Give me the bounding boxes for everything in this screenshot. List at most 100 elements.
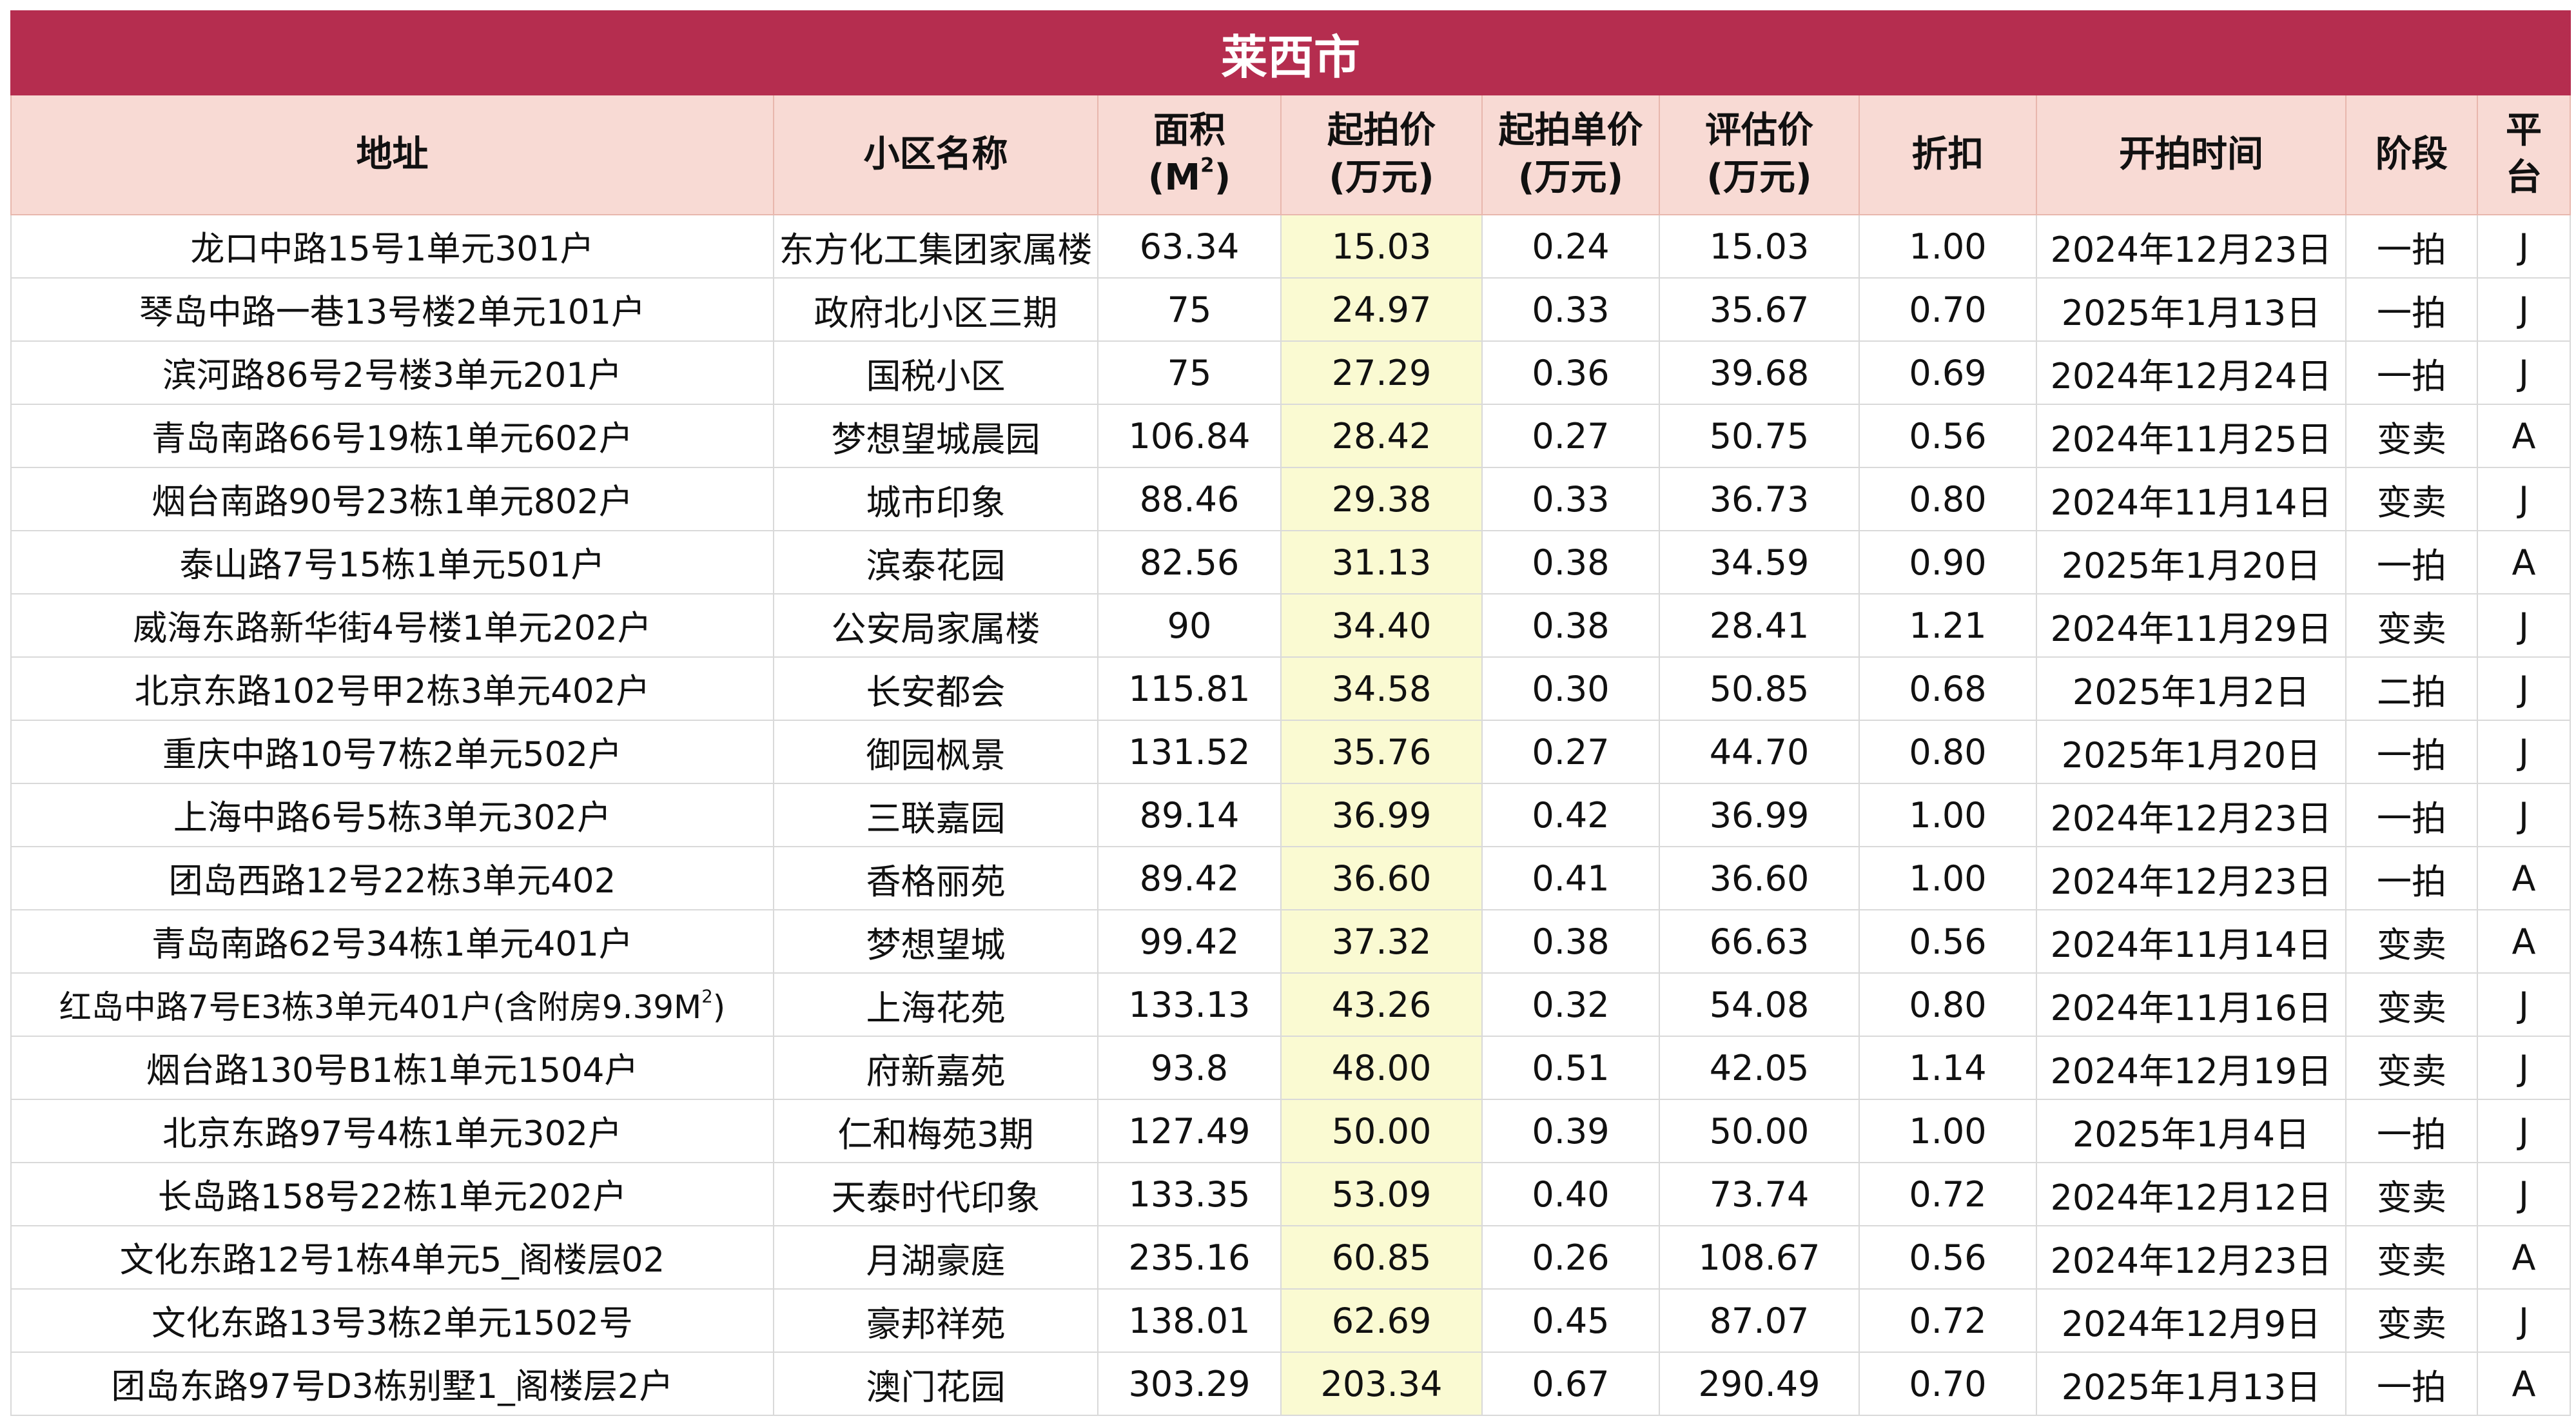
cell-community[interactable]: 政府北小区三期 [773, 277, 1098, 342]
cell-community[interactable]: 仁和梅苑3期 [773, 1099, 1098, 1163]
cell-unit-price[interactable]: 0.27 [1481, 720, 1660, 784]
cell-stage[interactable]: 变卖 [2345, 972, 2478, 1037]
cell-eval-price[interactable]: 73.74 [1659, 1162, 1860, 1226]
cell-stage[interactable]: 变卖 [2345, 1036, 2478, 1100]
cell-start-price[interactable]: 34.58 [1280, 656, 1483, 721]
header-platform[interactable]: 平台 [2476, 94, 2571, 215]
cell-start-time[interactable]: 2024年11月25日 [2036, 404, 2347, 468]
cell-area[interactable]: 88.46 [1097, 467, 1282, 531]
cell-start-time[interactable]: 2024年12月23日 [2036, 214, 2347, 279]
cell-platform[interactable]: A [2476, 404, 2571, 468]
cell-start-time[interactable]: 2024年12月23日 [2036, 783, 2347, 847]
cell-address[interactable]: 烟台南路90号23栋1单元802户 [10, 467, 774, 531]
cell-area[interactable]: 133.35 [1097, 1162, 1282, 1226]
cell-area[interactable]: 63.34 [1097, 214, 1282, 279]
cell-platform[interactable]: J [2476, 972, 2571, 1037]
cell-eval-price[interactable]: 36.99 [1659, 783, 1860, 847]
cell-community[interactable]: 长安都会 [773, 656, 1098, 721]
cell-discount[interactable]: 0.69 [1859, 340, 2037, 405]
cell-eval-price[interactable]: 36.60 [1659, 846, 1860, 910]
cell-eval-price[interactable]: 50.75 [1659, 404, 1860, 468]
cell-area[interactable]: 89.42 [1097, 846, 1282, 910]
header-community[interactable]: 小区名称 [773, 94, 1098, 215]
cell-platform[interactable]: J [2476, 277, 2571, 342]
cell-area[interactable]: 82.56 [1097, 530, 1282, 595]
cell-address[interactable]: 红岛中路7号E3栋3单元401户(含附房9.39M2) [10, 972, 774, 1037]
cell-discount[interactable]: 0.90 [1859, 530, 2037, 595]
cell-eval-price[interactable]: 39.68 [1659, 340, 1860, 405]
cell-start-time[interactable]: 2024年11月16日 [2036, 972, 2347, 1037]
cell-start-price[interactable]: 37.32 [1280, 909, 1483, 974]
cell-community[interactable]: 滨泰花园 [773, 530, 1098, 595]
cell-platform[interactable]: A [2476, 846, 2571, 910]
cell-stage[interactable]: 变卖 [2345, 909, 2478, 974]
cell-discount[interactable]: 0.80 [1859, 720, 2037, 784]
cell-start-time[interactable]: 2024年12月12日 [2036, 1162, 2347, 1226]
cell-start-time[interactable]: 2025年1月4日 [2036, 1099, 2347, 1163]
cell-start-time[interactable]: 2025年1月13日 [2036, 1351, 2347, 1416]
cell-area[interactable]: 131.52 [1097, 720, 1282, 784]
cell-unit-price[interactable]: 0.38 [1481, 530, 1660, 595]
cell-community[interactable]: 东方化工集团家属楼 [773, 214, 1098, 279]
cell-address[interactable]: 泰山路7号15栋1单元501户 [10, 530, 774, 595]
header-start-time[interactable]: 开拍时间 [2036, 94, 2347, 215]
cell-unit-price[interactable]: 0.39 [1481, 1099, 1660, 1163]
cell-address[interactable]: 团岛西路12号22栋3单元402 [10, 846, 774, 910]
cell-start-price[interactable]: 15.03 [1280, 214, 1483, 279]
cell-eval-price[interactable]: 28.41 [1659, 593, 1860, 658]
cell-stage[interactable]: 变卖 [2345, 404, 2478, 468]
cell-address[interactable]: 龙口中路15号1单元301户 [10, 214, 774, 279]
cell-start-time[interactable]: 2024年12月24日 [2036, 340, 2347, 405]
cell-start-time[interactable]: 2024年11月14日 [2036, 467, 2347, 531]
cell-platform[interactable]: J [2476, 593, 2571, 658]
cell-community[interactable]: 澳门花园 [773, 1351, 1098, 1416]
cell-area[interactable]: 90 [1097, 593, 1282, 658]
cell-start-price[interactable]: 48.00 [1280, 1036, 1483, 1100]
cell-unit-price[interactable]: 0.67 [1481, 1351, 1660, 1416]
cell-unit-price[interactable]: 0.33 [1481, 277, 1660, 342]
cell-stage[interactable]: 一拍 [2345, 530, 2478, 595]
cell-address[interactable]: 文化东路12号1栋4单元5_阁楼层02 [10, 1225, 774, 1290]
cell-address[interactable]: 长岛路158号22栋1单元202户 [10, 1162, 774, 1226]
cell-platform[interactable]: J [2476, 1099, 2571, 1163]
cell-community[interactable]: 天泰时代印象 [773, 1162, 1098, 1226]
cell-community[interactable]: 御园枫景 [773, 720, 1098, 784]
cell-stage[interactable]: 二拍 [2345, 656, 2478, 721]
cell-eval-price[interactable]: 42.05 [1659, 1036, 1860, 1100]
cell-address[interactable]: 团岛东路97号D3栋别墅1_阁楼层2户 [10, 1351, 774, 1416]
cell-discount[interactable]: 0.56 [1859, 909, 2037, 974]
cell-community[interactable]: 豪邦祥苑 [773, 1288, 1098, 1353]
cell-unit-price[interactable]: 0.32 [1481, 972, 1660, 1037]
cell-start-price[interactable]: 34.40 [1280, 593, 1483, 658]
cell-platform[interactable]: J [2476, 783, 2571, 847]
cell-eval-price[interactable]: 54.08 [1659, 972, 1860, 1037]
cell-start-price[interactable]: 35.76 [1280, 720, 1483, 784]
cell-start-price[interactable]: 27.29 [1280, 340, 1483, 405]
cell-community[interactable]: 香格丽苑 [773, 846, 1098, 910]
cell-discount[interactable]: 0.80 [1859, 467, 2037, 531]
cell-address[interactable]: 烟台路130号B1栋1单元1504户 [10, 1036, 774, 1100]
cell-start-time[interactable]: 2024年12月9日 [2036, 1288, 2347, 1353]
cell-eval-price[interactable]: 87.07 [1659, 1288, 1860, 1353]
cell-start-time[interactable]: 2024年12月23日 [2036, 1225, 2347, 1290]
cell-start-price[interactable]: 31.13 [1280, 530, 1483, 595]
cell-discount[interactable]: 1.21 [1859, 593, 2037, 658]
cell-stage[interactable]: 变卖 [2345, 467, 2478, 531]
cell-unit-price[interactable]: 0.26 [1481, 1225, 1660, 1290]
cell-start-time[interactable]: 2024年12月23日 [2036, 846, 2347, 910]
cell-area[interactable]: 93.8 [1097, 1036, 1282, 1100]
header-start-price[interactable]: 起拍价 (万元) [1280, 94, 1483, 215]
cell-community[interactable]: 月湖豪庭 [773, 1225, 1098, 1290]
cell-unit-price[interactable]: 0.36 [1481, 340, 1660, 405]
cell-start-time[interactable]: 2024年12月19日 [2036, 1036, 2347, 1100]
header-eval-price[interactable]: 评估价 (万元) [1659, 94, 1860, 215]
cell-start-price[interactable]: 36.99 [1280, 783, 1483, 847]
cell-platform[interactable]: J [2476, 1288, 2571, 1353]
cell-address[interactable]: 青岛南路62号34栋1单元401户 [10, 909, 774, 974]
cell-community[interactable]: 梦想望城 [773, 909, 1098, 974]
cell-area[interactable]: 106.84 [1097, 404, 1282, 468]
cell-address[interactable]: 上海中路6号5栋3单元302户 [10, 783, 774, 847]
cell-area[interactable]: 75 [1097, 340, 1282, 405]
cell-platform[interactable]: A [2476, 1351, 2571, 1416]
cell-area[interactable]: 303.29 [1097, 1351, 1282, 1416]
